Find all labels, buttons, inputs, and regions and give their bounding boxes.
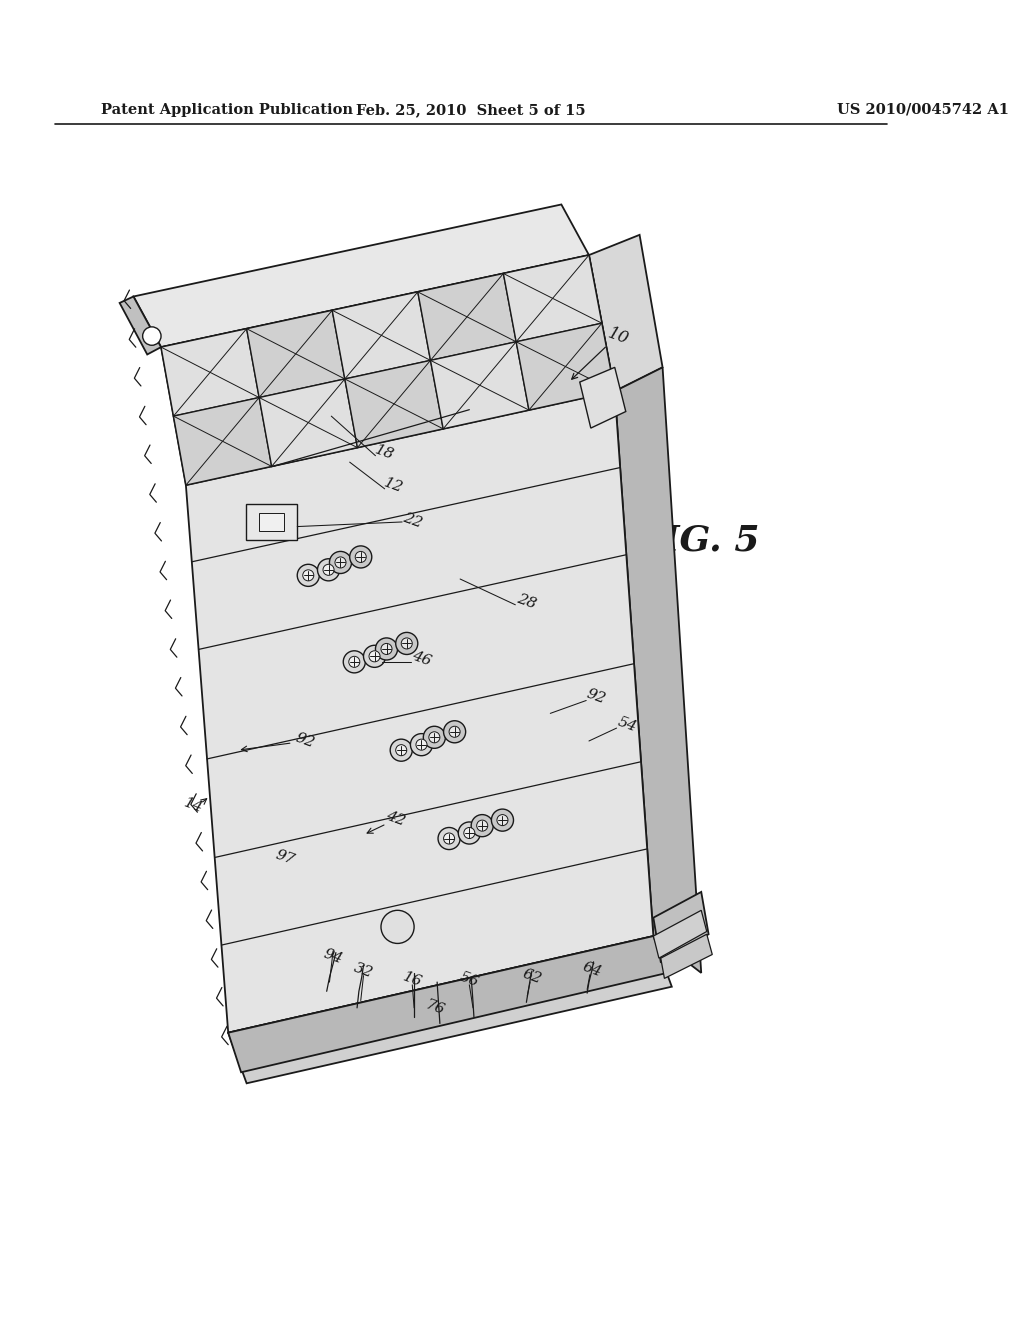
Text: 62: 62 (520, 966, 544, 986)
Circle shape (303, 570, 313, 581)
Text: 28: 28 (515, 591, 538, 611)
Circle shape (349, 656, 359, 668)
Polygon shape (120, 297, 161, 355)
Polygon shape (186, 391, 653, 1032)
Text: 54: 54 (616, 714, 639, 734)
Circle shape (364, 645, 386, 668)
Circle shape (401, 638, 413, 649)
Text: 16: 16 (400, 969, 424, 989)
Polygon shape (246, 503, 297, 540)
Circle shape (416, 739, 427, 750)
Circle shape (297, 564, 319, 586)
Polygon shape (614, 367, 701, 973)
Text: 12: 12 (382, 475, 406, 495)
Polygon shape (580, 367, 626, 428)
Circle shape (343, 651, 366, 673)
Circle shape (459, 822, 480, 843)
Text: 92: 92 (294, 731, 317, 751)
Text: 94: 94 (322, 946, 345, 966)
Circle shape (323, 564, 334, 576)
Polygon shape (418, 273, 516, 360)
Polygon shape (653, 911, 707, 958)
Circle shape (395, 744, 407, 756)
Polygon shape (589, 235, 663, 391)
Polygon shape (228, 936, 672, 1084)
Circle shape (438, 828, 460, 850)
Polygon shape (430, 342, 529, 429)
Polygon shape (259, 512, 285, 531)
Polygon shape (173, 397, 271, 486)
Circle shape (443, 833, 455, 843)
Text: Feb. 25, 2010  Sheet 5 of 15: Feb. 25, 2010 Sheet 5 of 15 (356, 103, 586, 116)
Circle shape (497, 814, 508, 825)
Circle shape (381, 643, 392, 655)
Text: Patent Application Publication: Patent Application Publication (101, 103, 353, 116)
Text: 46: 46 (410, 648, 433, 668)
Text: 56: 56 (458, 969, 481, 989)
Polygon shape (133, 205, 589, 347)
Circle shape (350, 546, 372, 568)
Text: 92: 92 (585, 686, 608, 706)
Polygon shape (259, 379, 357, 466)
Circle shape (395, 632, 418, 655)
Text: 97: 97 (273, 847, 297, 867)
Text: 22: 22 (400, 511, 424, 531)
Circle shape (335, 557, 346, 568)
Circle shape (317, 558, 340, 581)
Polygon shape (345, 360, 443, 447)
Circle shape (443, 721, 466, 743)
Polygon shape (161, 329, 259, 416)
Text: US 2010/0045742 A1: US 2010/0045742 A1 (838, 103, 1010, 116)
Circle shape (381, 911, 414, 944)
Circle shape (464, 828, 475, 838)
Polygon shape (660, 935, 713, 978)
Text: FIG. 5: FIG. 5 (638, 523, 761, 557)
Text: 76: 76 (423, 998, 445, 1018)
Polygon shape (161, 255, 614, 486)
Text: 32: 32 (352, 960, 375, 979)
Polygon shape (504, 255, 602, 342)
Circle shape (492, 809, 513, 832)
Polygon shape (228, 936, 668, 1072)
Text: 18: 18 (373, 444, 396, 463)
Polygon shape (332, 292, 430, 379)
Text: 42: 42 (384, 808, 408, 828)
Text: 64: 64 (581, 960, 603, 979)
Polygon shape (247, 310, 345, 397)
Circle shape (142, 327, 161, 346)
Polygon shape (516, 323, 614, 411)
Text: 14: 14 (181, 796, 205, 816)
Polygon shape (653, 892, 709, 962)
Circle shape (376, 638, 397, 660)
Circle shape (477, 820, 487, 832)
Circle shape (450, 726, 460, 738)
Circle shape (330, 552, 351, 573)
Circle shape (369, 651, 380, 661)
Circle shape (390, 739, 413, 762)
Text: 10: 10 (605, 325, 632, 347)
Circle shape (411, 734, 432, 756)
Circle shape (355, 552, 367, 562)
Circle shape (429, 731, 440, 743)
Circle shape (471, 814, 494, 837)
Circle shape (423, 726, 445, 748)
